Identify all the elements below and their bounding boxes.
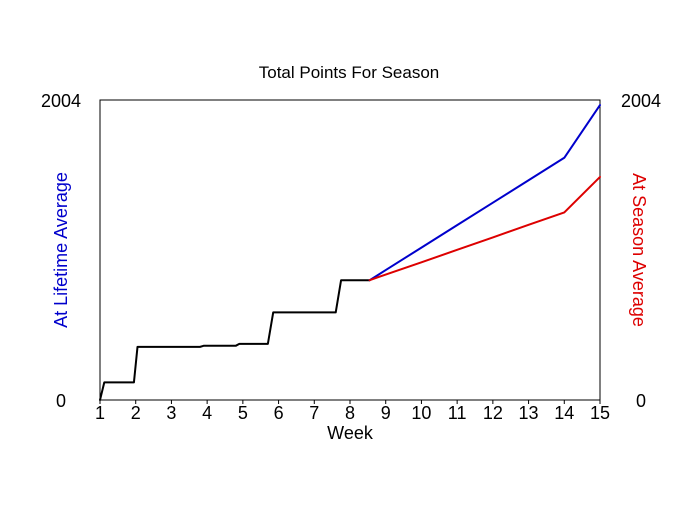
x-tick-label: 14 (554, 403, 574, 423)
series-line-lifetime (368, 104, 601, 282)
x-tick-label: 4 (202, 403, 212, 423)
x-tick-label: 10 (411, 403, 431, 423)
y-left-label-max: 2004 (41, 91, 81, 111)
chart-title: Total Points For Season (259, 63, 439, 82)
x-tick-label: 8 (345, 403, 355, 423)
x-tick-label: 15 (590, 403, 610, 423)
x-tick-label: 2 (131, 403, 141, 423)
x-tick-label: 9 (381, 403, 391, 423)
y-right-label-max: 2004 (621, 91, 661, 111)
x-tick-label: 12 (483, 403, 503, 423)
x-axis-ticks: 1 2 3 4 5 6 7 8 9 10 11 12 13 14 15 (95, 400, 610, 423)
x-tick-label: 6 (274, 403, 284, 423)
y-left-label-min: 0 (56, 391, 66, 411)
plot-area-frame (99, 99, 601, 401)
series-layer (99, 104, 601, 401)
y-right-axis-title: At Season Average (629, 173, 649, 327)
y-left-axis-title: At Lifetime Average (51, 172, 71, 328)
x-tick-label: 5 (238, 403, 248, 423)
x-tick-label: 11 (448, 403, 467, 423)
x-tick-label: 13 (519, 403, 539, 423)
x-tick-label: 1 (95, 403, 105, 423)
x-tick-label: 3 (166, 403, 176, 423)
x-axis-title: Week (327, 423, 374, 443)
x-tick-label: 7 (309, 403, 319, 423)
y-right-label-min: 0 (636, 391, 646, 411)
series-line-actual (99, 279, 371, 401)
series-line-season (368, 175, 601, 282)
